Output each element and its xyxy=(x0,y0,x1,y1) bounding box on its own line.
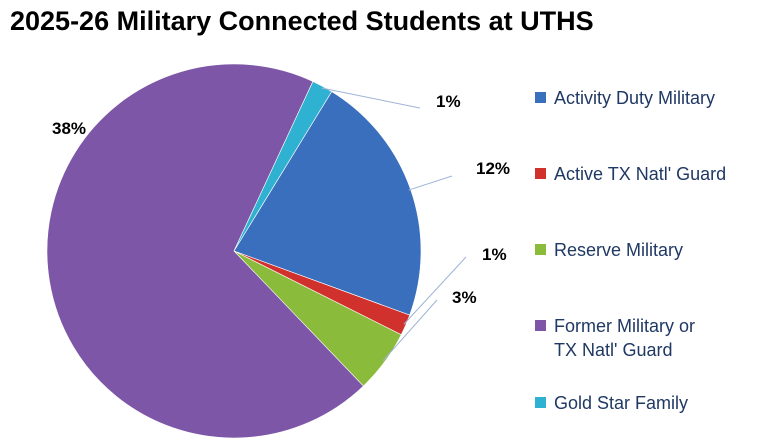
legend-label-2: Active TX Natl' Guard xyxy=(554,162,726,186)
legend-label-3: Reserve Military xyxy=(554,238,683,262)
legend-label-line: Former Military or xyxy=(554,316,696,336)
data-label-5: 1% xyxy=(436,92,461,111)
legend-label-line: Reserve Military xyxy=(554,240,684,260)
pie-slice-5 xyxy=(233,81,333,252)
legend-swatch-5 xyxy=(535,397,546,408)
legend-label-line: TX Natl' Guard xyxy=(554,340,673,360)
legend-item-4: Former Military or TX Natl' Guard xyxy=(535,314,695,362)
chart-title: 2025-26 Military Connected Students at U… xyxy=(10,6,594,36)
leader-line-2 xyxy=(403,256,467,325)
legend-label-5: Gold Star Family xyxy=(554,391,688,415)
data-label-2: 1% xyxy=(482,245,507,264)
legend-label-1: Activity Duty Military xyxy=(554,86,715,110)
legend-label-4: Former Military or TX Natl' Guard xyxy=(554,314,695,362)
legend-label-line: Active TX Natl' Guard xyxy=(554,164,727,184)
data-labels: 12% 1% 3% 38% 1% xyxy=(52,92,510,307)
legend-swatch-4 xyxy=(535,320,546,331)
legend-item-5: Gold Star Family xyxy=(535,391,688,415)
legend-label-line: Activity Duty Military xyxy=(554,88,716,108)
pie-slice-4 xyxy=(46,63,364,439)
data-label-4: 38% xyxy=(52,119,86,138)
legend-swatch-3 xyxy=(535,244,546,255)
legend-item-1: Activity Duty Military xyxy=(535,86,715,110)
legend-swatch-1 xyxy=(535,92,546,103)
pie-slices xyxy=(46,63,422,439)
leader-line-3 xyxy=(382,299,438,362)
legend-item-3: Reserve Military xyxy=(535,238,683,262)
legend-swatch-2 xyxy=(535,168,546,179)
data-label-1: 12% xyxy=(476,159,510,178)
leader-line-1 xyxy=(408,175,453,191)
data-label-3: 3% xyxy=(452,288,477,307)
legend-item-2: Active TX Natl' Guard xyxy=(535,162,726,186)
leader-line-5 xyxy=(321,87,421,109)
legend-label-line: Gold Star Family xyxy=(554,393,689,413)
leader-lines xyxy=(321,87,467,362)
